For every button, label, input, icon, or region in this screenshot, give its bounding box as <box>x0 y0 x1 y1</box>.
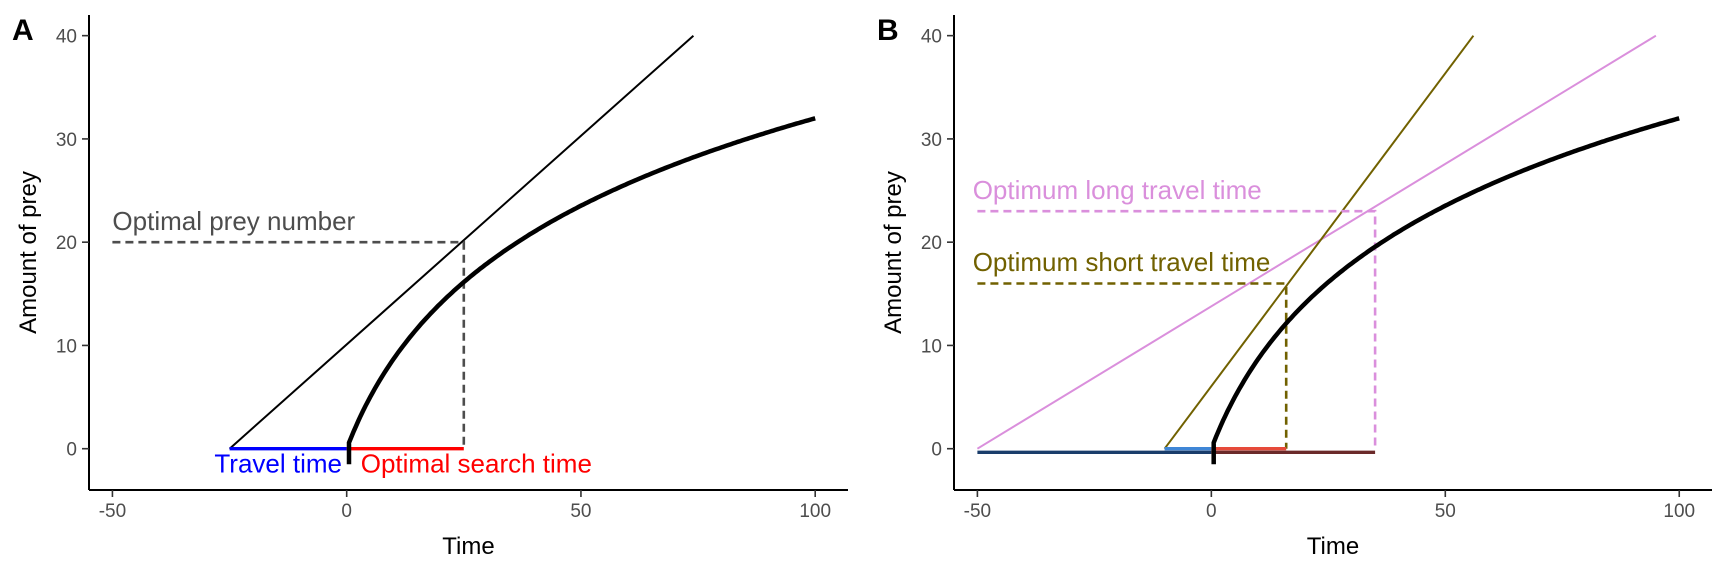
panel-tag: B <box>877 14 899 47</box>
line-tangent-long <box>976 34 1657 450</box>
x-tick-label: 100 <box>799 501 831 522</box>
gain-curve <box>1211 116 1680 465</box>
y-tick-label: 0 <box>66 440 77 461</box>
x-axis-title: Time <box>1307 533 1359 560</box>
y-axis-title: Amount of prey <box>15 171 42 334</box>
y-tick-label: 40 <box>921 27 942 48</box>
annotation-label: Optimal prey number <box>112 206 355 236</box>
y-tick-label: 30 <box>921 130 942 151</box>
x-tick-label: 50 <box>570 501 591 522</box>
annotation-label: Optimal search time <box>361 448 592 478</box>
x-tick-label: 0 <box>341 501 352 522</box>
line-tangent-short <box>1163 35 1475 450</box>
panel-a: -50 0 50 100 0 10 20 30 40 Time Amount of prey A Opt… <box>12 14 848 560</box>
annotation-label: Optimum short travel time <box>973 247 1271 277</box>
line-optimum-long <box>977 209 1377 449</box>
line-optimal-prey-number <box>112 240 466 449</box>
gain-curve <box>346 116 816 465</box>
y-tick-label: 40 <box>56 27 77 48</box>
x-axis-title: Time <box>442 533 494 560</box>
y-tick-label: 30 <box>56 130 77 151</box>
y-tick-label: 10 <box>921 336 942 357</box>
y-tick-label: 0 <box>931 440 942 461</box>
x-tick-label: 50 <box>1435 501 1456 522</box>
annotation-label: Optimum long travel time <box>973 175 1262 205</box>
line-optimum-short <box>977 282 1288 449</box>
x-tick-label: 100 <box>1663 501 1695 522</box>
y-tick-label: 20 <box>56 233 77 254</box>
y-tick-label: 10 <box>56 336 77 357</box>
line-tangent <box>228 34 695 450</box>
annotation-label: Travel time <box>214 448 342 478</box>
y-tick-label: 20 <box>921 233 942 254</box>
panel-tag: A <box>12 14 34 47</box>
x-tick-label: -50 <box>99 501 126 522</box>
y-axis-title: Amount of prey <box>880 171 907 334</box>
x-tick-label: 0 <box>1206 501 1217 522</box>
x-tick-label: -50 <box>964 501 991 522</box>
panel-b: -50 0 50 100 0 10 20 30 40 Time Amount of prey B Opt… <box>877 14 1712 560</box>
